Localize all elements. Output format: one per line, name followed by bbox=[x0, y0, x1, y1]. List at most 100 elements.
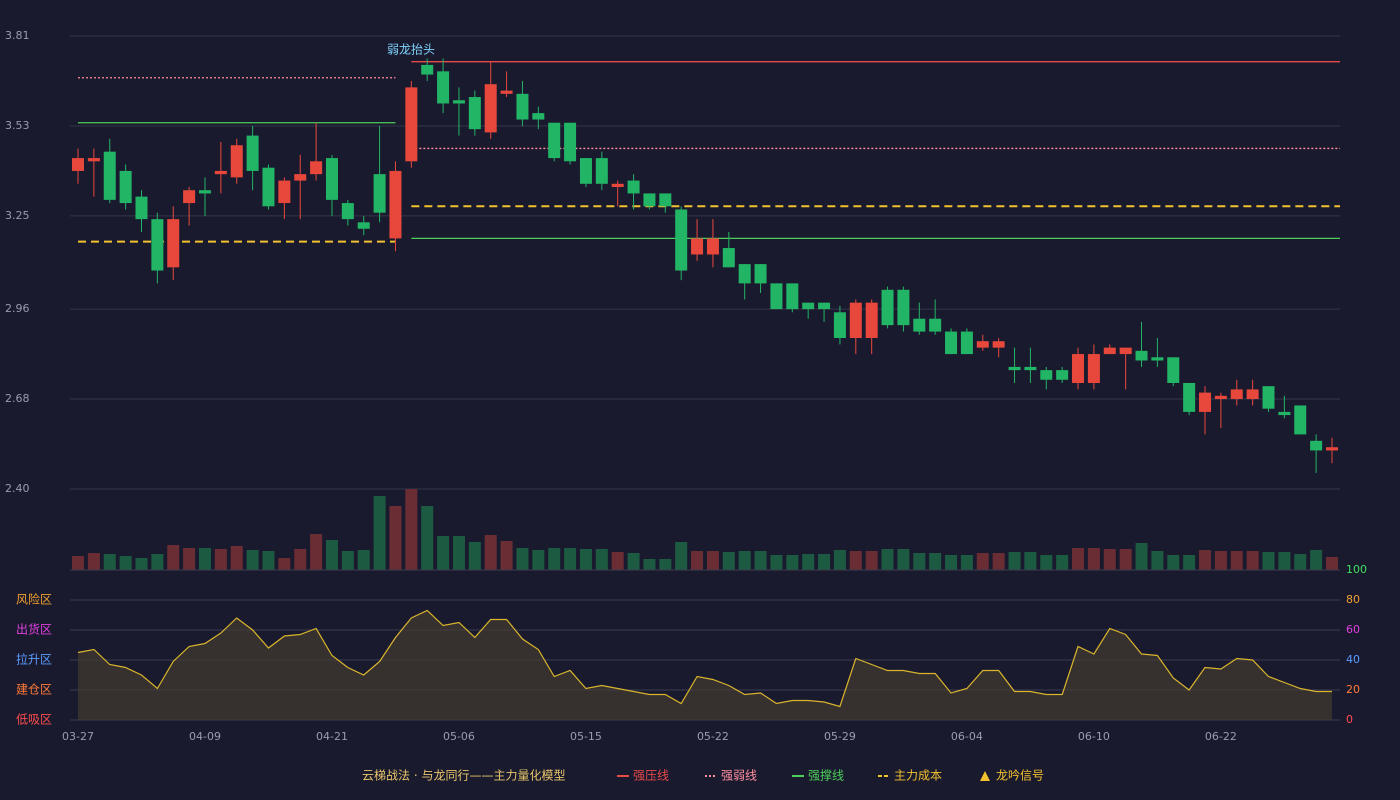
volume-bar bbox=[913, 553, 926, 570]
candle-body bbox=[802, 302, 815, 310]
candle-body bbox=[1103, 347, 1116, 355]
candle-body bbox=[960, 331, 973, 355]
volume-bar bbox=[1135, 543, 1148, 570]
volume-bar bbox=[183, 548, 196, 570]
volume-bar bbox=[405, 489, 418, 570]
candle-body bbox=[421, 64, 434, 75]
volume-bar bbox=[357, 550, 370, 570]
volume-bar bbox=[786, 555, 799, 570]
y-tick-label: 40 bbox=[1346, 653, 1360, 666]
volume-bar bbox=[1294, 554, 1307, 570]
x-tick-label: 06-10 bbox=[1078, 730, 1110, 743]
candle-body bbox=[1278, 411, 1291, 416]
candle-body bbox=[643, 193, 656, 207]
y-tick-label: 100 bbox=[1346, 563, 1367, 576]
volume-bar bbox=[754, 551, 767, 570]
candle-body bbox=[500, 90, 513, 94]
candle-body bbox=[262, 167, 275, 207]
x-tick-label: 04-21 bbox=[316, 730, 348, 743]
candle-body bbox=[770, 283, 783, 310]
volume-bar bbox=[579, 549, 592, 570]
candle-body bbox=[325, 158, 338, 200]
candle-body bbox=[929, 318, 942, 332]
volume-bar bbox=[1024, 552, 1037, 570]
volume-bar bbox=[564, 548, 577, 570]
candle-body bbox=[579, 158, 592, 184]
candle-body bbox=[897, 289, 910, 326]
volume-bar bbox=[484, 535, 497, 570]
volume-bar bbox=[103, 554, 116, 570]
candle-body bbox=[246, 135, 259, 171]
volume-bar bbox=[1167, 555, 1180, 570]
y-tick-label: 3.81 bbox=[5, 29, 30, 42]
volume-bar bbox=[929, 553, 942, 570]
volume-bar bbox=[802, 554, 815, 570]
candle-body bbox=[373, 174, 386, 213]
volume-bar bbox=[643, 559, 656, 570]
candle-body bbox=[294, 174, 307, 181]
legend-label: 龙吟信号 bbox=[996, 768, 1044, 783]
volume-bar bbox=[310, 534, 323, 570]
volume-bar bbox=[246, 550, 259, 570]
volume-bar bbox=[611, 552, 624, 570]
legend-swatch bbox=[980, 771, 990, 781]
candle-body bbox=[87, 158, 100, 162]
volume-bar bbox=[119, 556, 132, 570]
volume-bar bbox=[945, 555, 958, 570]
volume-bar bbox=[389, 506, 402, 570]
volume-bar bbox=[992, 553, 1005, 570]
candle-body bbox=[992, 341, 1005, 348]
volume-bar bbox=[548, 548, 561, 570]
volume-bar bbox=[532, 550, 545, 570]
volume-bar bbox=[151, 554, 164, 570]
volume-bar bbox=[722, 552, 735, 570]
candle-body bbox=[1119, 347, 1132, 355]
volume-bar bbox=[1072, 548, 1085, 570]
y-tick-label: 3.53 bbox=[5, 119, 30, 132]
candle-body bbox=[1310, 440, 1323, 451]
volume-bar bbox=[437, 536, 450, 570]
candle-body bbox=[722, 248, 735, 268]
candle-body bbox=[1024, 366, 1037, 371]
y-tick-label: 20 bbox=[1346, 683, 1360, 696]
volume-bar bbox=[325, 540, 338, 570]
volume-bar bbox=[1262, 552, 1275, 570]
volume-bar bbox=[72, 556, 84, 570]
candle-body bbox=[976, 341, 989, 348]
candle-body bbox=[389, 170, 402, 239]
candle-body bbox=[786, 283, 799, 310]
zone-label: 建仓区 bbox=[16, 683, 52, 697]
volume-bar bbox=[421, 506, 434, 570]
x-tick-label: 03-27 bbox=[62, 730, 94, 743]
candle-body bbox=[135, 196, 148, 220]
volume-bar bbox=[1056, 555, 1069, 570]
candle-body bbox=[532, 113, 545, 120]
candle-body bbox=[167, 219, 180, 268]
volume-bar bbox=[1103, 549, 1116, 570]
candle-body bbox=[1008, 366, 1021, 371]
x-tick-label: 06-04 bbox=[951, 730, 983, 743]
legend-title: 云梯战法 · 与龙同行——主力量化模型 bbox=[362, 769, 565, 783]
volume-bar bbox=[1278, 552, 1291, 570]
volume-bar bbox=[1246, 551, 1259, 570]
volume-bar bbox=[770, 555, 783, 570]
candle-body bbox=[833, 312, 846, 338]
volume-bar bbox=[1119, 549, 1132, 570]
candle-body bbox=[1072, 354, 1085, 383]
candle-body bbox=[278, 180, 291, 204]
volume-bar bbox=[960, 555, 973, 570]
volume-bar bbox=[1214, 551, 1227, 570]
annotation: 弱龙抬头 bbox=[387, 43, 435, 57]
candle-body bbox=[675, 209, 688, 271]
candle-body bbox=[214, 170, 227, 175]
candle-body bbox=[1056, 370, 1069, 380]
x-tick-label: 05-22 bbox=[697, 730, 729, 743]
y-tick-label: 0 bbox=[1346, 713, 1353, 726]
volume-bar bbox=[1326, 557, 1338, 570]
volume-bar bbox=[198, 548, 211, 570]
candle-body bbox=[310, 161, 323, 175]
volume-bar bbox=[230, 546, 243, 570]
volume-bar bbox=[1183, 555, 1196, 570]
volume-bar bbox=[881, 549, 894, 570]
